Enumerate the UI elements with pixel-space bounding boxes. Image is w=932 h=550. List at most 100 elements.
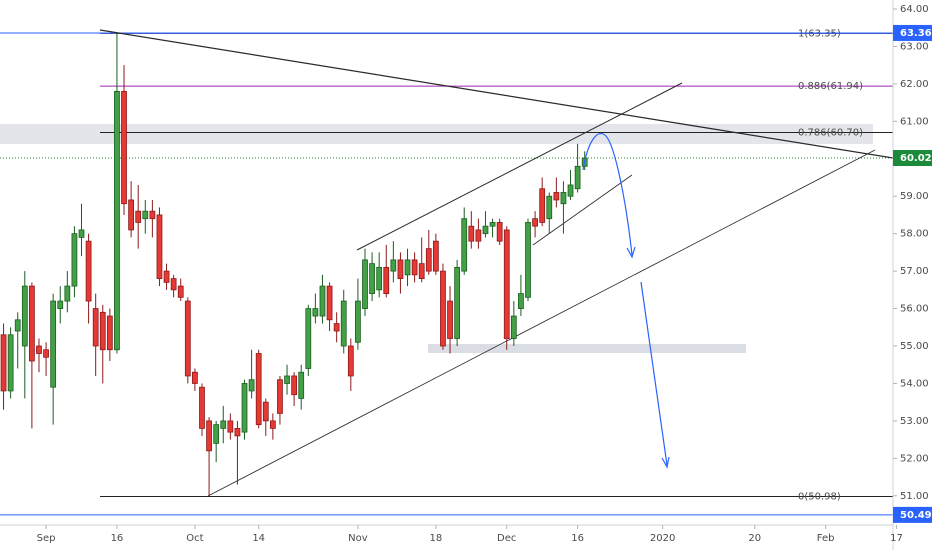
candle-body	[284, 375, 290, 384]
y-tick-label: 57.00	[900, 266, 929, 277]
y-tick-label: 55.00	[900, 341, 929, 352]
candle-body	[510, 315, 517, 339]
arrow-head	[661, 456, 670, 469]
x-tick-label: Feb	[817, 533, 835, 544]
y-tick-label: 54.00	[900, 378, 929, 389]
candle-body	[206, 420, 212, 452]
candle-body	[489, 222, 496, 227]
candle-body	[518, 293, 524, 309]
candle-body	[567, 184, 574, 197]
candle-body	[114, 90, 120, 351]
price-lines	[0, 32, 893, 516]
candle-body	[411, 259, 418, 276]
candle-body	[36, 345, 42, 354]
candle-body	[163, 270, 170, 283]
candle-body	[347, 345, 354, 377]
candle-body	[29, 285, 35, 362]
candle-body	[106, 315, 113, 351]
y-tick-label: 58.00	[900, 229, 929, 240]
candle-body	[425, 248, 432, 272]
candle-body	[574, 165, 581, 190]
resistance-zone	[0, 124, 873, 144]
candle-body	[418, 263, 425, 280]
candle-body	[546, 195, 553, 220]
candle-body	[496, 222, 503, 242]
y-tick-label: 52.00	[900, 453, 929, 464]
candle-body	[376, 266, 383, 291]
x-tick-label: Sep	[37, 533, 56, 544]
fib-label: 0(50.98)	[798, 492, 841, 503]
candle-body	[234, 427, 241, 437]
price-tag-label: 50.49	[900, 510, 932, 521]
fib-label: 1(63.35)	[798, 28, 841, 39]
x-tick-label: 20	[748, 533, 761, 544]
candle-body	[305, 308, 312, 369]
candle-body	[539, 188, 546, 223]
candle-body	[170, 278, 177, 291]
candle-body	[142, 210, 149, 220]
candle-body	[312, 308, 319, 317]
candle-body	[447, 300, 453, 339]
candle-body	[177, 285, 184, 298]
y-tick-label: 62.00	[900, 79, 929, 90]
candle-body	[475, 229, 482, 242]
candle-body	[128, 199, 134, 231]
candle-body	[135, 210, 142, 223]
x-tick-label: 17	[890, 533, 903, 544]
candle-body	[50, 300, 57, 388]
candle-body	[461, 218, 468, 272]
candle-body	[553, 192, 560, 201]
candle-body	[525, 222, 531, 298]
arrow-head	[626, 246, 636, 259]
candle-body	[482, 225, 489, 235]
y-tick-label: 61.00	[900, 116, 929, 127]
price-tag-label: 60.02	[900, 153, 932, 164]
candle-body	[241, 383, 248, 433]
candle-body	[326, 285, 333, 321]
candle-body	[291, 375, 298, 396]
x-tick-label: 14	[252, 533, 265, 544]
y-tick-label: 63.00	[900, 41, 929, 52]
candle-body	[14, 319, 21, 332]
candle-body	[383, 266, 390, 294]
candle-body	[92, 308, 99, 347]
price-tag	[893, 506, 932, 523]
x-tick-label: 16	[111, 533, 124, 544]
candle-body	[333, 323, 340, 332]
candle-body	[362, 259, 368, 309]
arrow-path	[582, 133, 633, 256]
candle-body	[85, 240, 92, 302]
candle-body	[255, 353, 262, 426]
candle-body	[156, 214, 163, 280]
candle-body	[121, 90, 127, 205]
candle-body	[340, 300, 347, 347]
y-tick-label: 51.00	[900, 491, 929, 502]
fib-label: 0.886(61.94)	[798, 81, 863, 92]
candle-body	[227, 420, 234, 433]
arrow-path	[640, 281, 668, 466]
candle-body	[99, 311, 106, 351]
candle-body	[468, 225, 475, 242]
candle-body	[369, 263, 375, 294]
price-tag	[893, 150, 932, 167]
candle-body	[269, 420, 276, 429]
candle-body	[319, 285, 326, 317]
candle-body	[43, 349, 49, 358]
candle-body	[192, 371, 198, 384]
candle-body	[560, 192, 567, 205]
candle-body	[532, 218, 538, 227]
candle-body	[355, 300, 361, 343]
candle-body	[78, 229, 85, 238]
candle-body	[21, 285, 28, 347]
x-tick-label: 18	[430, 533, 443, 544]
x-tick-label: Dec	[497, 533, 516, 544]
candle-body	[454, 266, 461, 339]
x-tick-label: Nov	[348, 533, 368, 544]
y-tick-label: 53.00	[900, 416, 929, 427]
candle-body	[503, 229, 510, 339]
candle-body	[213, 424, 220, 444]
candle-body	[64, 285, 71, 302]
candle-body	[0, 334, 7, 392]
